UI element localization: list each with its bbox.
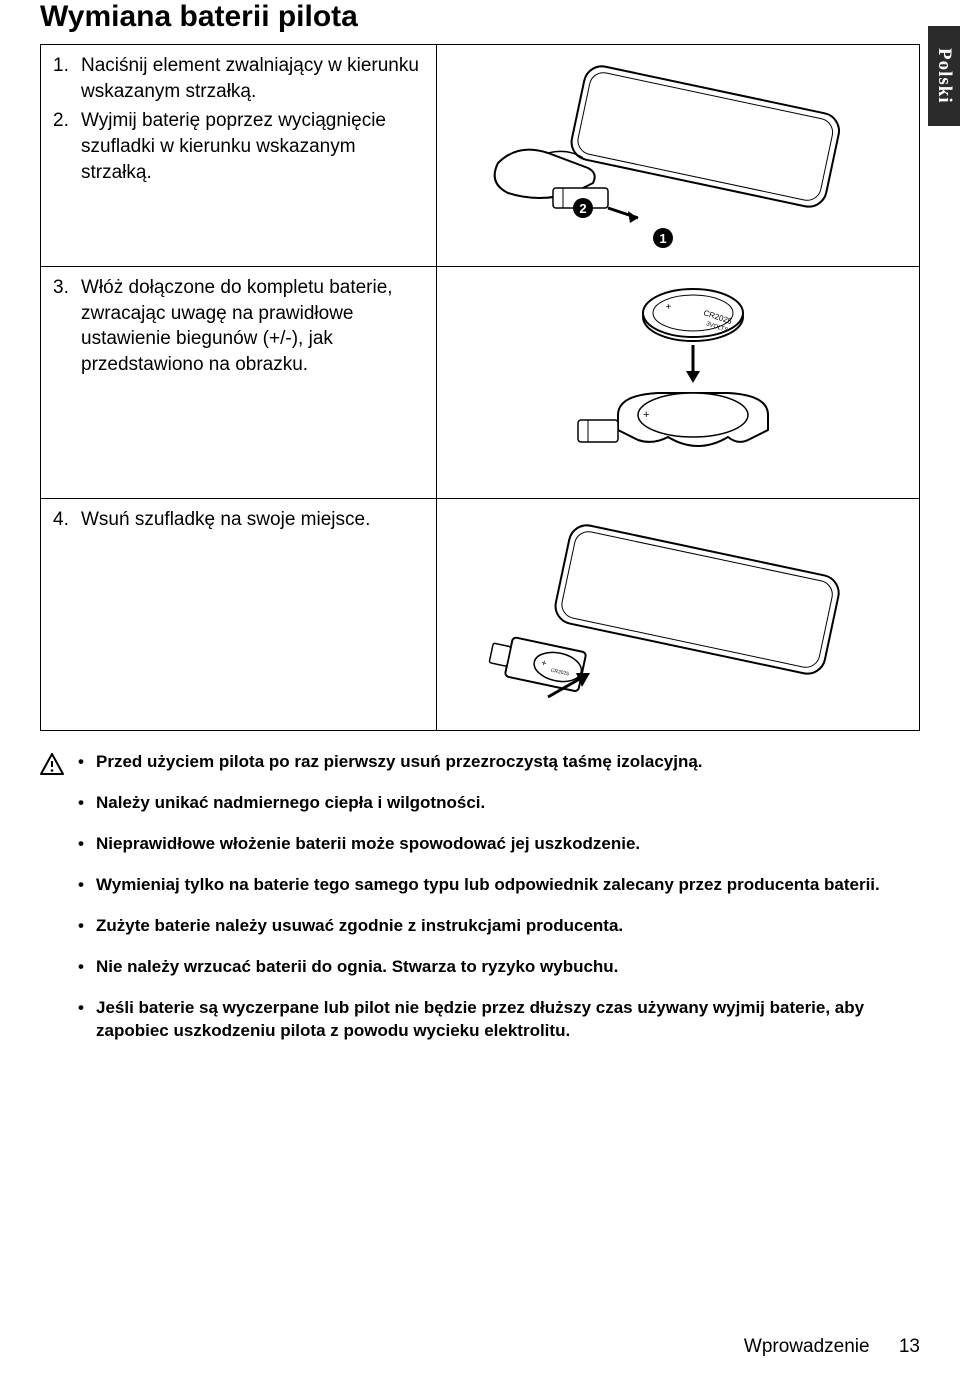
step-number: 3. [53, 275, 81, 378]
step-text-cell: 3. Włóż dołączone do kompletu baterie, z… [41, 267, 437, 499]
language-tab-label: Polski [933, 48, 955, 104]
warning-item: Jeśli baterie są wyczerpane lub pilot ni… [76, 997, 920, 1043]
remote-open-illustration: 2 1 [478, 53, 878, 253]
svg-text:2: 2 [579, 201, 586, 216]
illustration-cell: + CR2025 [436, 499, 919, 731]
page-content: Wymiana baterii pilota 1. Naciśnij eleme… [0, 0, 960, 1101]
step-text: Włóż dołączone do kompletu baterie, zwra… [81, 275, 424, 378]
step-item: 3. Włóż dołączone do kompletu baterie, z… [53, 275, 424, 378]
warning-item: Nie należy wrzucać baterii do ognia. Stw… [76, 956, 920, 979]
step-item: 1. Naciśnij element zwalniający w kierun… [53, 53, 424, 104]
battery-insert-illustration: + CR2025 3VOLTS + [548, 275, 808, 485]
step-number: 1. [53, 53, 81, 104]
warning-item: Zużyte baterie należy usuwać zgodnie z i… [76, 915, 920, 938]
page-footer: Wprowadzenie 13 [744, 1336, 920, 1358]
warning-item: Nieprawidłowe włożenie baterii może spow… [76, 833, 920, 856]
illustration-cell: 2 1 [436, 45, 919, 267]
step-text: Wyjmij baterię poprzez wyciągnięcie szuf… [81, 108, 424, 185]
footer-section: Wprowadzenie [744, 1336, 870, 1357]
table-row: 3. Włóż dołączone do kompletu baterie, z… [41, 267, 920, 499]
warning-item: Należy unikać nadmiernego ciepła i wilgo… [76, 792, 920, 815]
step-text-cell: 4. Wsuń szufladkę na swoje miejsce. [41, 499, 437, 731]
step-item: 2. Wyjmij baterię poprzez wyciągnięcie s… [53, 108, 424, 185]
illustration-cell: + CR2025 3VOLTS + [436, 267, 919, 499]
warning-list: Przed użyciem pilota po raz pierwszy usu… [76, 751, 920, 1061]
step-item: 4. Wsuń szufladkę na swoje miejsce. [53, 507, 424, 533]
step-text-cell: 1. Naciśnij element zwalniający w kierun… [41, 45, 437, 267]
step-number: 2. [53, 108, 81, 185]
language-tab: Polski [928, 26, 960, 126]
warning-block: Przed użyciem pilota po raz pierwszy usu… [40, 751, 920, 1061]
step-text: Naciśnij element zwalniający w kierunku … [81, 53, 424, 104]
svg-text:1: 1 [659, 231, 666, 246]
table-row: 1. Naciśnij element zwalniający w kierun… [41, 45, 920, 267]
table-row: 4. Wsuń szufladkę na swoje miejsce. [41, 499, 920, 731]
page-title: Wymiana baterii pilota [40, 0, 920, 34]
step-number: 4. [53, 507, 81, 533]
warning-item: Przed użyciem pilota po raz pierwszy usu… [76, 751, 920, 774]
warning-icon [40, 753, 64, 780]
svg-text:+: + [643, 409, 649, 421]
warning-item: Wymieniaj tylko na baterie tego samego t… [76, 874, 920, 897]
footer-page-number: 13 [899, 1336, 920, 1357]
step-text: Wsuń szufladkę na swoje miejsce. [81, 507, 370, 533]
tray-close-illustration: + CR2025 [478, 507, 878, 717]
instruction-table: 1. Naciśnij element zwalniający w kierun… [40, 44, 920, 731]
